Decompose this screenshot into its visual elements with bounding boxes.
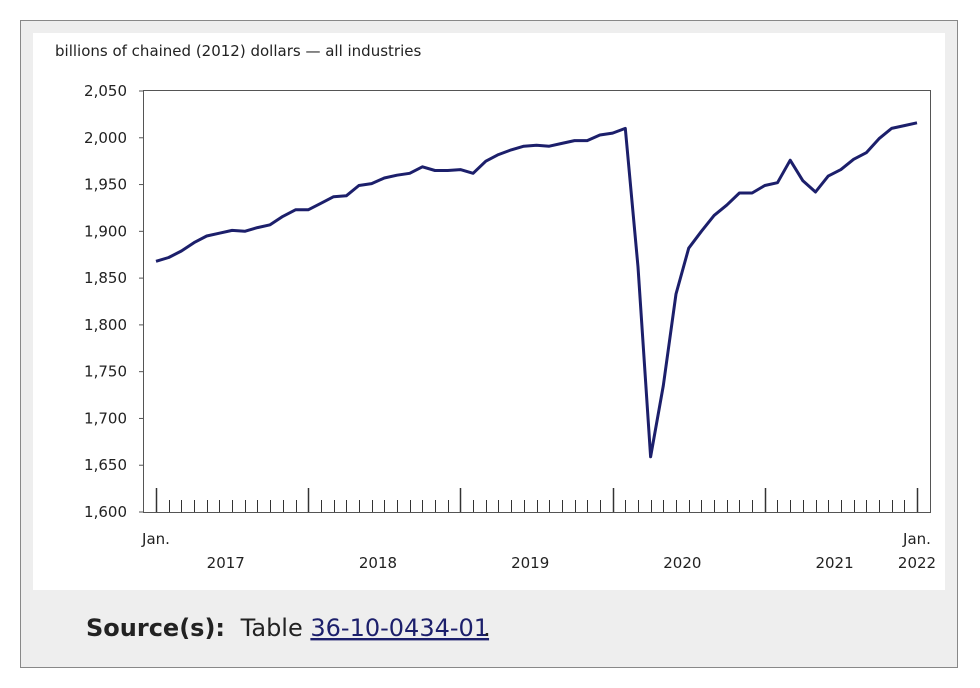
y-tick-label: 2,000 — [84, 129, 127, 147]
source: Source(s): Table 36-10-0434-01. — [86, 614, 491, 642]
source-end: . — [483, 614, 491, 642]
y-tick-label: 1,600 — [84, 503, 127, 521]
y-tick-label: 1,900 — [84, 222, 127, 240]
year-label: 2020 — [663, 554, 701, 572]
x-tick-label: Jan. — [141, 530, 170, 548]
year-label: 2022 — [898, 554, 936, 572]
source-label: Source(s): — [86, 614, 225, 642]
y-tick-label: 1,750 — [84, 363, 127, 381]
x-tick-label: Jan. — [902, 530, 931, 548]
year-label: 2018 — [359, 554, 397, 572]
plot-frame — [143, 90, 931, 513]
y-tick-label: 1,850 — [84, 269, 127, 287]
y-axis-label: billions of chained (2012) dollars — all… — [55, 42, 421, 60]
y-tick-label: 1,950 — [84, 176, 127, 194]
source-text: Table — [240, 614, 303, 642]
series-line — [155, 121, 918, 459]
year-label: 2019 — [511, 554, 549, 572]
y-tick-label: 1,800 — [84, 316, 127, 334]
y-tick-label: 2,050 — [84, 82, 127, 100]
y-tick-label: 1,650 — [84, 456, 127, 474]
y-tick-label: 1,700 — [84, 409, 127, 427]
chart-panel — [33, 33, 945, 590]
year-label: 2021 — [815, 554, 853, 572]
source-link[interactable]: 36-10-0434-01 — [310, 614, 489, 642]
year-label: 2017 — [207, 554, 245, 572]
